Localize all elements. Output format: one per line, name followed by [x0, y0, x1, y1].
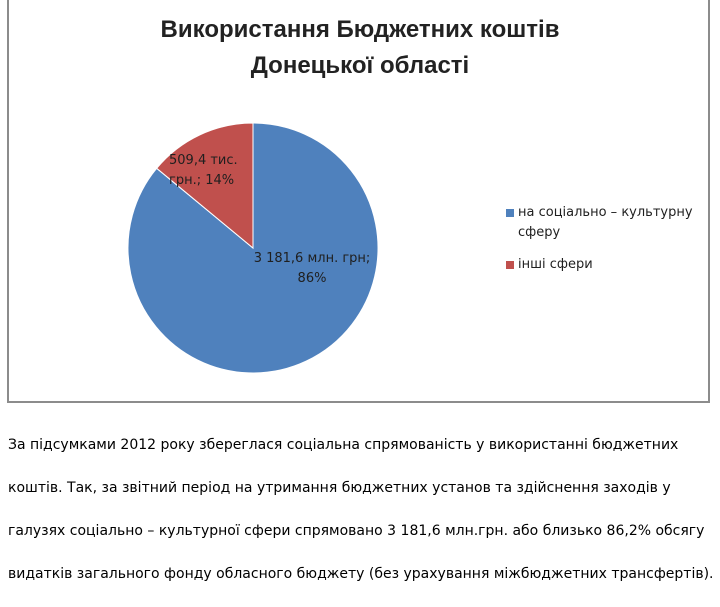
- slice-label-social: 3 181,6 млн. грн; 86%: [250, 249, 374, 289]
- pie-chart: [127, 122, 379, 374]
- caption-paragraph: За підсумками 2012 року збереглася соціа…: [8, 413, 720, 607]
- legend-label-other: інші сфери: [518, 257, 593, 272]
- legend-label-social-line-2: сферу: [518, 225, 561, 240]
- slice-label-social-line-2: 86%: [297, 271, 327, 286]
- caption-line-1: За підсумками 2012 року збереглася соціа…: [8, 436, 679, 453]
- chart-title-line-1: Використання Бюджетних коштів: [160, 16, 560, 43]
- caption-line-3: галузях соціально – культурної сфери спр…: [8, 522, 705, 539]
- slice-label-other: 509,4 тис. грн.; 14%: [169, 151, 238, 191]
- legend-swatch-other: [506, 261, 514, 269]
- slice-label-social-line-1: 3 181,6 млн. грн;: [253, 251, 371, 266]
- chart-title: Використання Бюджетних коштів Донецької …: [0, 12, 720, 84]
- chart-title-line-2: Донецької області: [250, 52, 470, 79]
- legend-item-social: на соціально – культурну сферу: [506, 203, 693, 243]
- legend-label-social-line-1: на соціально – культурну: [518, 205, 693, 220]
- legend-swatch-social: [506, 209, 514, 217]
- slice-label-other-line-2: грн.; 14%: [169, 173, 235, 188]
- chart-legend: на соціально – культурну сферу інші сфер…: [506, 203, 693, 275]
- pie-slice-other: [155, 122, 254, 250]
- caption-line-2: коштів. Так, за звітний період на утрима…: [8, 479, 671, 496]
- caption-line-4: видатків загального фонду обласного бюдж…: [8, 565, 714, 582]
- slice-label-other-line-1: 509,4 тис.: [169, 153, 238, 168]
- legend-item-other: інші сфери: [506, 255, 693, 275]
